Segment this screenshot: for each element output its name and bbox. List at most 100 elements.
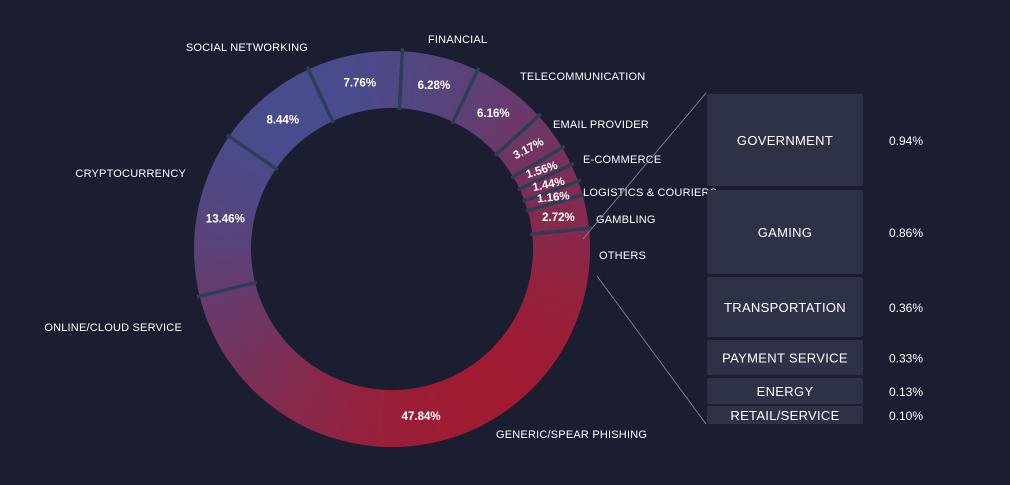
ring-gradient-segment <box>202 186 259 208</box>
ring-gradient-segment <box>487 350 530 395</box>
ring-gradient-segment <box>511 321 562 355</box>
slice-divider <box>510 144 566 180</box>
ring-gradient-segment <box>516 156 569 186</box>
ring-gradient-segment <box>239 339 286 379</box>
ring-gradient-segment <box>450 375 479 429</box>
category-label-cryptocurrency: CRYPTOCURRENCY <box>75 168 186 180</box>
breakdown-label: PAYMENT SERVICE <box>722 351 848 366</box>
ring-gradient-segment <box>480 95 521 142</box>
slice-divider <box>530 226 593 237</box>
ring-gradient-segment <box>403 389 413 447</box>
ring-gradient-segment <box>446 377 473 432</box>
breakdown-bar <box>707 340 863 375</box>
others-item-government: GOVERNMENT 0.94% <box>707 94 923 186</box>
breakdown-label: GOVERNMENT <box>737 133 833 148</box>
category-label-generic-spear-phishing: GENERIC/SPEAR PHISHING <box>496 429 647 441</box>
breakdown-label: RETAIL/SERVICE <box>730 408 839 423</box>
ring-gradient-segment <box>525 290 582 312</box>
ring-gradient-segment <box>437 381 460 437</box>
breakdown-bar <box>707 190 863 274</box>
ring-gradient-segment <box>336 384 356 441</box>
ring-gradient-segment <box>524 294 580 318</box>
breakdown-value: 0.94% <box>889 134 923 148</box>
ring-gradient-segment <box>483 353 525 400</box>
ring-gradient-segment <box>418 386 434 444</box>
ring-gradient-segment <box>320 380 344 436</box>
ring-gradient-segment <box>244 113 290 155</box>
slice-category-labels: FINANCIAL TELECOMMUNICATION EMAIL PROVIDER… <box>44 34 717 441</box>
ring-gradient-segment <box>422 385 440 443</box>
category-label-email-provider: EMAIL PROVIDER <box>553 119 649 131</box>
ring-gradient-segment <box>526 187 582 209</box>
ring-gradient-segment <box>238 120 285 161</box>
ring-gradient-segment <box>350 54 366 112</box>
ring-gradient-segment <box>299 72 329 125</box>
ring-gradient-segment <box>523 297 579 321</box>
ring-gradient-segment <box>311 66 338 121</box>
ring-gradient-segment <box>208 170 263 197</box>
others-item-gaming: GAMING 0.86% <box>707 190 923 274</box>
ring-gradient-segment <box>482 355 522 402</box>
ring-gradient-segment <box>262 96 302 143</box>
ring-gradient-segment <box>211 164 265 192</box>
breakdown-bar <box>707 94 863 186</box>
ring-gradient-segment <box>528 197 585 216</box>
ring-gradient-segment <box>323 381 347 437</box>
ring-gradient-segment <box>453 71 483 124</box>
ring-gradient-segment <box>449 68 477 122</box>
slice-divider <box>525 192 586 213</box>
ring-gradient-segment <box>491 346 535 390</box>
category-label-online-cloud-service: ONLINE/CLOUD SERVICE <box>44 322 182 334</box>
connector-line-bottom <box>596 275 707 425</box>
ring-gradient-segment <box>532 231 590 240</box>
ring-gradient-segment <box>413 387 427 445</box>
ring-gradient-segment <box>460 75 492 128</box>
ring-gradient-segment <box>277 364 314 414</box>
ring-gradient-segment <box>204 180 260 204</box>
ring-gradient-segment <box>324 61 347 117</box>
ring-gradient-segment <box>530 211 588 226</box>
ring-gradient-segment <box>334 58 354 115</box>
ring-gradient-segment <box>503 127 551 165</box>
ring-gradient-segment <box>247 110 292 153</box>
ring-gradient-segment <box>207 173 262 199</box>
ring-gradient-segment <box>200 193 257 213</box>
breakdown-label: GAMING <box>758 225 813 240</box>
breakdown-value: 0.10% <box>889 409 923 423</box>
ring-gradient-segment <box>520 304 575 331</box>
slice-divider <box>517 161 575 192</box>
ring-gradient-segment <box>340 56 359 113</box>
ring-gradient-segment <box>244 342 289 385</box>
breakdown-bar <box>707 277 863 337</box>
breakdown-value: 0.33% <box>889 352 923 366</box>
ring-gradient-segment <box>434 382 457 438</box>
ring-gradient-segment <box>492 345 537 388</box>
ring-gradient-segment <box>398 389 406 447</box>
ring-gradient-segment <box>216 314 269 345</box>
others-item-energy: ENERGY 0.13% <box>707 378 923 404</box>
ring-gradient-segment <box>202 289 258 311</box>
ring-gradient-segment <box>522 174 578 200</box>
percent-label-financial: 6.28% <box>418 80 451 92</box>
connector-line-top <box>582 92 707 240</box>
ring-gradient-segment <box>344 55 362 113</box>
ring-gradient-segment <box>489 348 533 393</box>
ring-gradient-segment <box>214 158 267 188</box>
ring-gradient-segment <box>508 325 559 361</box>
category-label-telecommunication: TELECOMMUNICATION <box>520 71 645 83</box>
ring-gradient-segment <box>520 168 575 195</box>
ring-gradient-segment <box>447 66 474 121</box>
ring-gradient-segment <box>507 135 557 171</box>
ring-gradient-segment <box>428 57 448 114</box>
ring-gradient-segment <box>259 98 301 145</box>
ring-gradient-segment <box>482 97 523 144</box>
ring-gradient-segment <box>472 86 510 136</box>
slice-divider <box>522 178 582 204</box>
ring-gradient-segment <box>251 105 295 150</box>
ring-gradient-segment <box>200 284 257 304</box>
ring-gradient-segment <box>367 51 378 110</box>
ring-gradient-segment <box>195 265 253 277</box>
ring-gradient-segment <box>485 352 528 397</box>
ring-gradient-segment <box>529 207 587 223</box>
